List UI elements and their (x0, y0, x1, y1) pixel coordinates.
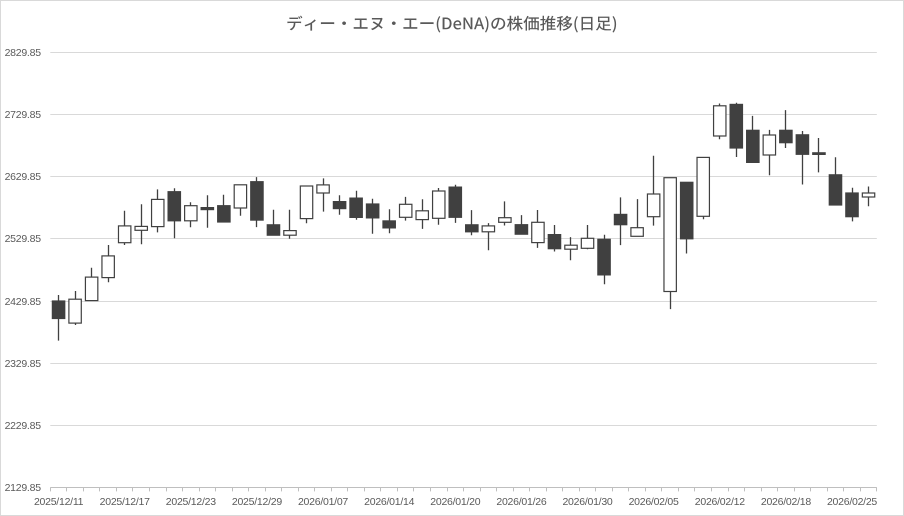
svg-text:2026/01/07: 2026/01/07 (298, 496, 348, 508)
svg-text:2229.85: 2229.85 (5, 420, 42, 432)
svg-text:2829.85: 2829.85 (5, 47, 42, 59)
svg-text:2025/12/11: 2025/12/11 (34, 496, 84, 508)
svg-text:2529.85: 2529.85 (5, 233, 42, 245)
svg-text:2629.85: 2629.85 (5, 171, 42, 183)
svg-text:2026/01/20: 2026/01/20 (430, 496, 480, 508)
svg-text:2026/02/05: 2026/02/05 (629, 496, 679, 508)
svg-text:2026/02/18: 2026/02/18 (761, 496, 811, 508)
svg-text:2429.85: 2429.85 (5, 296, 42, 308)
svg-text:2329.85: 2329.85 (5, 358, 42, 370)
svg-text:2025/12/23: 2025/12/23 (166, 496, 216, 508)
svg-text:2129.85: 2129.85 (5, 482, 42, 494)
svg-text:2729.85: 2729.85 (5, 109, 42, 121)
svg-text:2026/01/14: 2026/01/14 (364, 496, 414, 508)
svg-text:2025/12/29: 2025/12/29 (232, 496, 282, 508)
svg-text:2026/02/12: 2026/02/12 (695, 496, 745, 508)
svg-text:2026/01/30: 2026/01/30 (562, 496, 612, 508)
svg-text:2026/01/26: 2026/01/26 (496, 496, 546, 508)
svg-text:2025/12/17: 2025/12/17 (100, 496, 150, 508)
svg-text:2026/02/25: 2026/02/25 (827, 496, 877, 508)
